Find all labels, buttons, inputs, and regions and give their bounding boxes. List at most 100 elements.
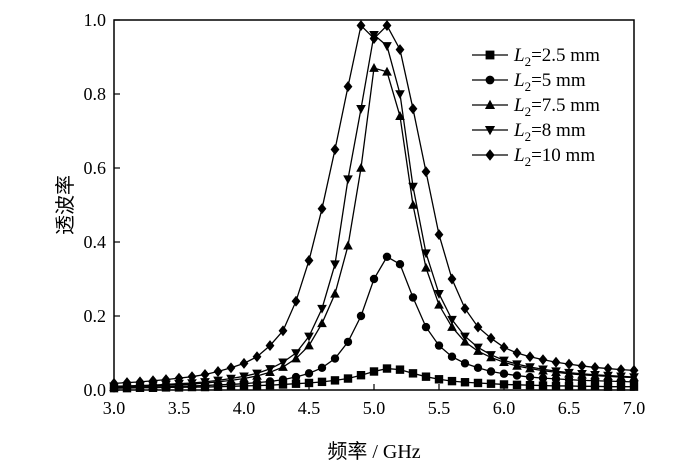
y-tick-label: 0.0: [84, 380, 107, 400]
legend-label-var: L: [513, 45, 525, 66]
y-axis-ticks: 0.0 0.2 0.4 0.6 0.8 1.0: [84, 10, 120, 400]
y-tick-label: 0.2: [84, 306, 107, 326]
data-point: [460, 359, 470, 368]
data-point: [382, 66, 392, 76]
legend-label-value: =2.5 mm: [531, 45, 600, 66]
data-point: [499, 356, 509, 366]
data-point: [343, 337, 353, 347]
data-point: [369, 33, 379, 44]
data-point: [395, 90, 405, 100]
legend-label-sub: 2: [525, 129, 532, 144]
data-point: [265, 365, 275, 374]
data-point: [343, 81, 353, 93]
data-point: [499, 341, 509, 353]
data-point: [382, 252, 392, 261]
data-point: [343, 175, 353, 185]
legend-item: L2=7.5 mm: [472, 95, 600, 119]
legend-marker: [484, 126, 496, 136]
y-axis-title: 透波率: [54, 175, 77, 235]
data-point: [330, 376, 340, 385]
data-point: [538, 381, 548, 390]
data-point: [408, 182, 418, 192]
data-point: [408, 103, 418, 115]
data-point: [447, 322, 457, 331]
data-point: [226, 362, 236, 374]
data-point: [395, 260, 405, 269]
data-point: [629, 364, 639, 376]
data-point: [369, 274, 379, 284]
data-point: [629, 373, 639, 383]
data-point: [408, 199, 418, 209]
data-point: [616, 372, 626, 382]
data-point: [161, 374, 171, 386]
data-point: [551, 356, 561, 368]
data-point: [434, 341, 444, 350]
x-axis-title: 频率 / GHz: [327, 440, 420, 463]
data-point: [239, 372, 249, 382]
data-point: [278, 380, 288, 389]
legend-label-var: L: [513, 145, 525, 166]
data-point: [512, 380, 522, 390]
data-point: [278, 358, 288, 368]
data-point: [200, 378, 210, 387]
data-point: [512, 347, 522, 359]
x-tick-label: 7.0: [623, 398, 646, 418]
data-point: [252, 378, 262, 387]
data-point: [317, 304, 327, 314]
data-point: [499, 380, 509, 389]
legend-label-value: =5 mm: [531, 70, 586, 91]
data-point: [616, 364, 626, 376]
data-point: [447, 273, 457, 285]
data-point: [304, 332, 314, 342]
data-point: [343, 240, 353, 250]
data-point: [174, 372, 184, 384]
data-point: [278, 325, 288, 337]
data-point: [538, 373, 548, 383]
data-point: [148, 375, 158, 387]
data-point: [213, 366, 223, 377]
data-point: [538, 354, 548, 366]
data-point: [317, 363, 327, 372]
data-point: [239, 357, 249, 369]
data-point: [408, 293, 418, 302]
data-point: [486, 351, 496, 360]
data-point: [369, 63, 379, 72]
legend-marker: [484, 99, 496, 109]
data-point: [317, 203, 327, 215]
data-point: [486, 367, 496, 376]
data-point: [434, 229, 444, 241]
data-point: [447, 352, 457, 361]
data-point: [200, 369, 210, 380]
data-point: [421, 249, 431, 259]
legend-item: L2=5 mm: [472, 70, 586, 94]
legend-label: L2=5 mm: [513, 70, 586, 94]
legend-label-value: =10 mm: [531, 145, 595, 166]
data-point: [174, 379, 184, 389]
data-point: [421, 262, 431, 272]
data-point: [291, 295, 301, 307]
x-axis-ticks: 3.0 3.5 4.0 4.5 5.0 5.5 6.0 6.5 7.0: [103, 384, 646, 418]
data-point: [278, 375, 288, 384]
data-point: [525, 363, 535, 373]
data-point: [330, 288, 340, 298]
x-tick-label: 4.5: [298, 398, 321, 418]
data-point: [551, 381, 561, 391]
data-point: [356, 162, 366, 172]
data-point: [356, 20, 366, 32]
data-point: [603, 363, 613, 374]
legend-label-sub: 2: [525, 79, 532, 94]
data-point: [577, 369, 587, 379]
data-point: [356, 371, 366, 380]
x-tick-label: 6.5: [558, 398, 581, 418]
data-point: [447, 376, 457, 386]
legend-marker: [485, 75, 495, 85]
data-point: [538, 365, 548, 375]
data-point: [265, 340, 275, 352]
data-point: [382, 42, 392, 51]
data-point: [421, 322, 431, 332]
x-tick-label: 4.0: [233, 398, 256, 418]
data-point: [564, 368, 574, 378]
data-point: [447, 315, 457, 325]
data-point: [564, 381, 574, 391]
